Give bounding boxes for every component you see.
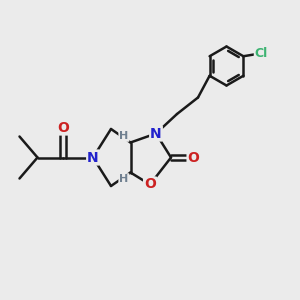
Text: H: H <box>119 174 128 184</box>
Text: N: N <box>87 151 99 164</box>
Text: O: O <box>144 178 156 191</box>
Text: Cl: Cl <box>255 47 268 60</box>
Text: H: H <box>119 131 128 141</box>
Text: N: N <box>150 127 162 140</box>
Text: O: O <box>188 151 200 164</box>
Text: O: O <box>57 121 69 134</box>
